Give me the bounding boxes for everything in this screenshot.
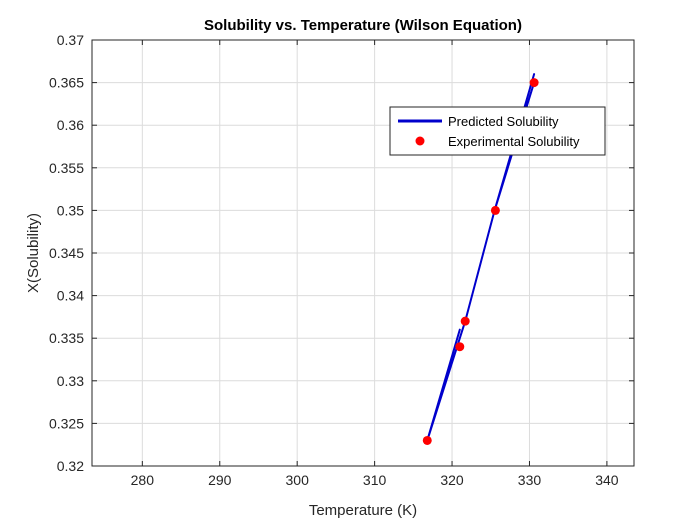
- legend: Predicted Solubility Experimental Solubi…: [389, 106, 606, 156]
- x-tick-label: 320: [440, 472, 464, 488]
- legend-entry-predicted: Predicted Solubility: [448, 114, 559, 129]
- y-tick-label: 0.345: [49, 245, 84, 261]
- y-tick-label: 0.33: [57, 373, 84, 389]
- x-tick-label: 330: [518, 472, 542, 488]
- series: [422, 73, 539, 445]
- x-axis-label: Temperature (K): [309, 502, 417, 519]
- y-tick-label: 0.365: [49, 75, 84, 91]
- y-tick-label: 0.335: [49, 330, 84, 346]
- x-tick-label: 280: [131, 472, 155, 488]
- experimental-point: [490, 205, 500, 215]
- y-tick-label: 0.34: [57, 288, 84, 304]
- y-tick-label: 0.355: [49, 160, 84, 176]
- x-tick-label: 310: [363, 472, 387, 488]
- x-tick-label: 300: [286, 472, 310, 488]
- y-tick-label: 0.36: [57, 117, 84, 133]
- predicted-solubility-line: [426, 73, 536, 442]
- y-tick-label: 0.325: [49, 415, 84, 431]
- chart-title: Solubility vs. Temperature (Wilson Equat…: [204, 17, 522, 34]
- legend-box: [389, 106, 606, 156]
- y-tick-label: 0.35: [57, 202, 84, 218]
- y-axis-label: X(Solubility): [25, 213, 42, 293]
- legend-marker-swatch: [415, 136, 425, 146]
- x-tick-label: 340: [595, 472, 619, 488]
- experimental-point: [529, 78, 539, 88]
- experimental-point: [455, 342, 465, 352]
- experimental-point: [460, 316, 470, 326]
- legend-entry-experimental: Experimental Solubility: [448, 134, 580, 149]
- y-tick-label: 0.37: [57, 32, 84, 48]
- y-tick-label: 0.32: [57, 458, 84, 474]
- x-tick-label: 290: [208, 472, 232, 488]
- ticks: 280 290 300 310 320 330 340 0.32 0.325 0.33 0.335 0…: [49, 32, 634, 488]
- experimental-point: [422, 435, 432, 445]
